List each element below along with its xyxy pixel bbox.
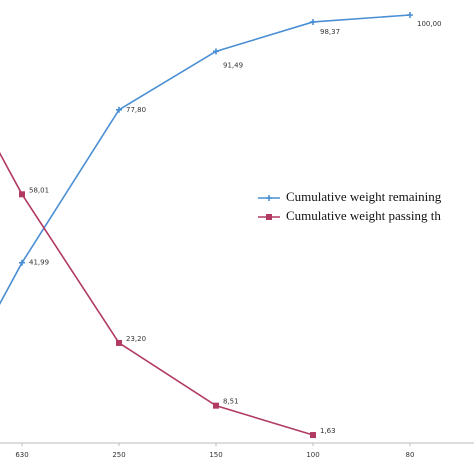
data-label: 8,51 xyxy=(223,398,239,406)
series-line xyxy=(0,151,314,436)
data-label: 91,49 xyxy=(223,61,243,69)
point xyxy=(116,339,122,346)
series-line xyxy=(0,14,411,306)
point xyxy=(19,191,25,198)
x-tick-label: 100 xyxy=(306,451,319,459)
x-tick-label: 150 xyxy=(209,451,222,459)
point xyxy=(19,259,25,266)
x-tick-label: 630 xyxy=(15,451,28,459)
x-tick-label: 250 xyxy=(112,451,125,459)
point xyxy=(213,48,219,55)
point xyxy=(213,402,219,409)
point xyxy=(310,432,316,439)
data-label: 1,63 xyxy=(320,427,336,435)
data-label: 58,01 xyxy=(29,186,49,194)
legend-marker xyxy=(266,195,272,201)
x-tick-label: 80 xyxy=(406,451,415,459)
legend-label: Cumulative weight passing th xyxy=(286,208,441,223)
legend-label: Cumulative weight remaining xyxy=(286,189,442,204)
point xyxy=(310,18,316,25)
legend-marker xyxy=(266,214,272,220)
point xyxy=(407,12,413,18)
data-label: 23,20 xyxy=(126,335,146,343)
data-label: 100,00 xyxy=(417,20,442,28)
data-label: 41,99 xyxy=(29,259,49,267)
point xyxy=(116,106,122,113)
data-label: 98,37 xyxy=(320,28,340,36)
data-label: 77,80 xyxy=(126,106,146,114)
